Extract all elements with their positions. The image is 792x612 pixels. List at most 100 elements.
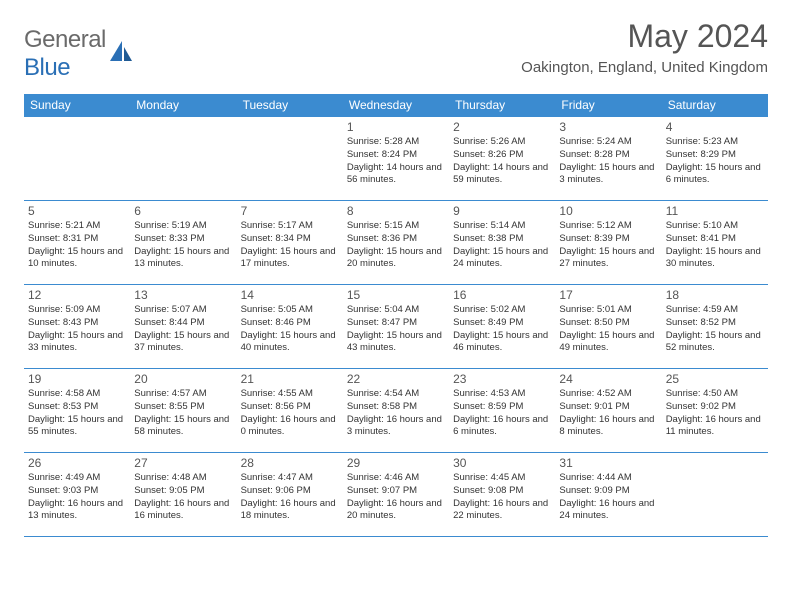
calendar-row: 19 Sunrise: 4:58 AMSunset: 8:53 PMDayligh… [24,369,768,453]
day-details: Sunrise: 4:55 AMSunset: 8:56 PMDaylight:… [241,388,339,439]
calendar-row: 26Sunrise: 4:49 AMSunset: 9:03 PMDayligh… [24,453,768,537]
day-details: Sunrise: 4:45 AMSunset: 9:08 PMDaylight:… [453,472,551,523]
day-details: Sunrise: 5:21 AMSunset: 8:31 PMDaylight:… [28,220,126,271]
calendar-cell: 3Sunrise: 5:24 AMSunset: 8:28 PMDaylight… [555,117,661,201]
calendar-cell: 5 Sunrise: 5:21 AMSunset: 8:31 PMDaylight… [24,201,130,285]
calendar-cell: 10 Sunrise: 5:12 AMSunset: 8:39 PMDayligh… [555,201,661,285]
weekday-header: Thursday [449,94,555,117]
weekday-header: Saturday [662,94,768,117]
day-details: Sunrise: 5:07 AMSunset: 8:44 PMDaylight:… [134,304,232,355]
day-details: Sunrise: 5:28 AMSunset: 8:24 PMDaylight:… [347,136,445,187]
day-details: Sunrise: 4:47 AMSunset: 9:06 PMDaylight:… [241,472,339,523]
day-details: Sunrise: 5:02 AMSunset: 8:49 PMDaylight:… [453,304,551,355]
title-block: May 2024 Oakington, England, United King… [521,18,768,76]
day-number: 26 [28,456,126,470]
brand-text: General Blue [24,26,106,82]
day-details: Sunrise: 5:12 AMSunset: 8:39 PMDaylight:… [559,220,657,271]
calendar-row: 12 Sunrise: 5:09 AMSunset: 8:43 PMDayligh… [24,285,768,369]
calendar-cell: 2Sunrise: 5:26 AMSunset: 8:26 PMDaylight… [449,117,555,201]
calendar-cell: 28 Sunrise: 4:47 AMSunset: 9:06 PMDayligh… [237,453,343,537]
calendar-cell: 8Sunrise: 5:15 AMSunset: 8:36 PMDaylight… [343,201,449,285]
calendar-cell: 9Sunrise: 5:14 AMSunset: 8:38 PMDaylight… [449,201,555,285]
calendar-cell: 13 Sunrise: 5:07 AMSunset: 8:44 PMDayligh… [130,285,236,369]
month-title: May 2024 [521,18,768,55]
day-number: 11 [666,204,764,218]
calendar-cell: 16 Sunrise: 5:02 AMSunset: 8:49 PMDayligh… [449,285,555,369]
day-number: 14 [241,288,339,302]
day-details: Sunrise: 4:53 AMSunset: 8:59 PMDaylight:… [453,388,551,439]
calendar-row: 1 Sunrise: 5:28 AMSunset: 8:24 PMDaylight… [24,117,768,201]
header: General Blue May 2024 Oakington, England… [24,18,768,82]
calendar-cell: 22 Sunrise: 4:54 AMSunset: 8:58 PMDayligh… [343,369,449,453]
calendar-cell: 23 Sunrise: 4:53 AMSunset: 8:59 PMDayligh… [449,369,555,453]
sail-icon [108,39,134,70]
day-details: Sunrise: 4:54 AMSunset: 8:58 PMDaylight:… [347,388,445,439]
calendar-cell [237,117,343,201]
weekday-header: Tuesday [237,94,343,117]
day-number: 6 [134,204,232,218]
day-number: 27 [134,456,232,470]
calendar-page: General Blue May 2024 Oakington, England… [0,0,792,537]
calendar-cell: 1 Sunrise: 5:28 AMSunset: 8:24 PMDaylight… [343,117,449,201]
day-number: 19 [28,372,126,386]
calendar-cell: 15Sunrise: 5:04 AMSunset: 8:47 PMDayligh… [343,285,449,369]
day-number: 7 [241,204,339,218]
day-number: 4 [666,120,764,134]
day-number: 28 [241,456,339,470]
day-number: 12 [28,288,126,302]
weekday-header: Sunday [24,94,130,117]
weekday-header: Friday [555,94,661,117]
calendar-cell: 30 Sunrise: 4:45 AMSunset: 9:08 PMDayligh… [449,453,555,537]
day-details: Sunrise: 4:58 AMSunset: 8:53 PMDaylight:… [28,388,126,439]
day-number: 1 [347,120,445,134]
calendar-cell: 21 Sunrise: 4:55 AMSunset: 8:56 PMDayligh… [237,369,343,453]
day-number: 5 [28,204,126,218]
calendar-cell: 19 Sunrise: 4:58 AMSunset: 8:53 PMDayligh… [24,369,130,453]
day-details: Sunrise: 4:48 AMSunset: 9:05 PMDaylight:… [134,472,232,523]
calendar-table: SundayMondayTuesdayWednesdayThursdayFrid… [24,94,768,537]
calendar-cell: 7Sunrise: 5:17 AMSunset: 8:34 PMDaylight… [237,201,343,285]
day-details: Sunrise: 5:23 AMSunset: 8:29 PMDaylight:… [666,136,764,187]
brand-part1: General [24,26,106,53]
day-details: Sunrise: 4:46 AMSunset: 9:07 PMDaylight:… [347,472,445,523]
day-number: 30 [453,456,551,470]
calendar-cell: 17 Sunrise: 5:01 AMSunset: 8:50 PMDayligh… [555,285,661,369]
day-details: Sunrise: 5:14 AMSunset: 8:38 PMDaylight:… [453,220,551,271]
calendar-row: 5 Sunrise: 5:21 AMSunset: 8:31 PMDaylight… [24,201,768,285]
calendar-head: SundayMondayTuesdayWednesdayThursdayFrid… [24,94,768,117]
calendar-cell: 26Sunrise: 4:49 AMSunset: 9:03 PMDayligh… [24,453,130,537]
brand-part2: Blue [24,54,70,81]
day-details: Sunrise: 5:01 AMSunset: 8:50 PMDaylight:… [559,304,657,355]
day-details: Sunrise: 4:57 AMSunset: 8:55 PMDaylight:… [134,388,232,439]
calendar-cell: 18Sunrise: 4:59 AMSunset: 8:52 PMDayligh… [662,285,768,369]
calendar-cell: 25Sunrise: 4:50 AMSunset: 9:02 PMDayligh… [662,369,768,453]
calendar-cell [130,117,236,201]
day-number: 20 [134,372,232,386]
brand-logo: General Blue [24,26,134,82]
day-number: 15 [347,288,445,302]
day-number: 23 [453,372,551,386]
calendar-cell: 24Sunrise: 4:52 AMSunset: 9:01 PMDayligh… [555,369,661,453]
day-number: 10 [559,204,657,218]
calendar-cell: 4 Sunrise: 5:23 AMSunset: 8:29 PMDaylight… [662,117,768,201]
calendar-body: 1 Sunrise: 5:28 AMSunset: 8:24 PMDaylight… [24,117,768,537]
day-details: Sunrise: 5:24 AMSunset: 8:28 PMDaylight:… [559,136,657,187]
weekday-header: Wednesday [343,94,449,117]
day-details: Sunrise: 5:19 AMSunset: 8:33 PMDaylight:… [134,220,232,271]
day-number: 16 [453,288,551,302]
calendar-cell: 27 Sunrise: 4:48 AMSunset: 9:05 PMDayligh… [130,453,236,537]
day-details: Sunrise: 5:09 AMSunset: 8:43 PMDaylight:… [28,304,126,355]
calendar-cell: 14Sunrise: 5:05 AMSunset: 8:46 PMDayligh… [237,285,343,369]
calendar-cell: 11Sunrise: 5:10 AMSunset: 8:41 PMDayligh… [662,201,768,285]
calendar-cell: 6 Sunrise: 5:19 AMSunset: 8:33 PMDaylight… [130,201,236,285]
day-number: 25 [666,372,764,386]
day-number: 17 [559,288,657,302]
day-number: 31 [559,456,657,470]
calendar-cell: 20 Sunrise: 4:57 AMSunset: 8:55 PMDayligh… [130,369,236,453]
day-number: 13 [134,288,232,302]
day-number: 21 [241,372,339,386]
location-text: Oakington, England, United Kingdom [521,59,768,76]
day-number: 29 [347,456,445,470]
calendar-cell: 12 Sunrise: 5:09 AMSunset: 8:43 PMDayligh… [24,285,130,369]
day-number: 22 [347,372,445,386]
